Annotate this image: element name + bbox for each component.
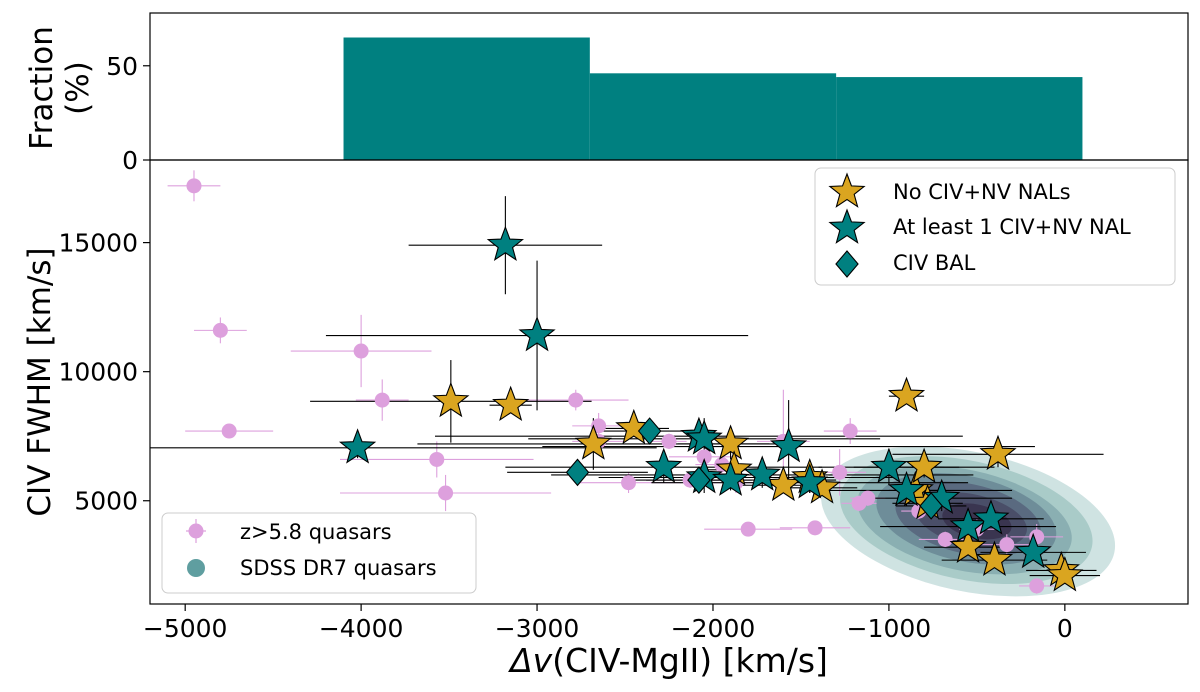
histogram-bars: [343, 37, 1083, 160]
bal-diamond-point: [637, 417, 662, 445]
nal-star-point: [743, 455, 781, 491]
xtick-label: −4000: [319, 614, 404, 643]
scatter-panel: −5000 −4000 −3000 −2000 −1000 0 5000 10000 1500…: [22, 159, 1189, 680]
ytick-label: 15000: [58, 229, 138, 258]
highz-quasar-point: [212, 322, 228, 338]
data-markers: [186, 178, 1084, 594]
no-nal-star-point: [905, 447, 943, 484]
no-nal-star-point: [975, 540, 1014, 576]
no-nal-star-point: [711, 424, 750, 460]
histogram-bar-1: [589, 73, 837, 160]
legend-bottom-left-box: [161, 512, 477, 594]
legend-no-nal-label: No CIV+NV NALs: [893, 180, 1071, 204]
histogram-ylabel-line1: Fraction: [24, 26, 60, 150]
highz-quasar-point: [374, 392, 390, 408]
highz-quasar-point: [937, 531, 953, 547]
highz-quasar-point: [438, 485, 454, 501]
histogram-bar-0: [343, 37, 590, 160]
no-nal-star-point: [1046, 556, 1084, 592]
legend-nal-label: At least 1 CIV+NV NAL: [893, 215, 1131, 239]
histogram-panel: 0 50 Fraction (%): [24, 12, 1189, 175]
highz-quasar-point: [1029, 578, 1045, 594]
legend-bal-label: CIV BAL: [893, 251, 976, 275]
bal-diamond-point: [565, 458, 590, 487]
ytick-label: 10000: [58, 358, 138, 387]
nal-star-point: [645, 447, 683, 484]
highz-quasar-point: [186, 178, 202, 194]
nal-star-point: [338, 428, 377, 464]
y-ticks: 5000 10000 15000: [58, 229, 150, 516]
legend-top-right-markers: [828, 172, 866, 278]
legend-bal-diamond: [835, 250, 859, 278]
bal-diamond-point: [687, 466, 711, 494]
highz-quasar-point: [696, 449, 712, 465]
highz-quasar-point: [832, 464, 848, 480]
highz-quasar-point: [999, 537, 1015, 553]
histogram-y-ticks: 0 50: [106, 52, 150, 175]
nal-star-point: [486, 225, 524, 262]
no-nal-star-point: [887, 376, 926, 413]
histogram-ylabel-line2: (%): [60, 61, 96, 115]
no-nal-star-point: [574, 424, 612, 460]
xtick-label: −3000: [495, 614, 580, 643]
y-axis-label: CIV FWHM [km/s]: [22, 247, 58, 516]
highz-quasar-point: [661, 433, 677, 449]
nal-star-point: [1014, 532, 1052, 569]
highz-quasar-point: [429, 451, 445, 467]
nal-star-point: [870, 447, 908, 484]
scatter-frame: [149, 159, 1189, 605]
highz-quasar-point: [621, 475, 637, 491]
histogram-ytick-label: 50: [106, 52, 138, 81]
nal-star-point: [685, 419, 723, 455]
legend-bottom-left-markers: [186, 519, 206, 577]
legend-no-nal-star: [828, 172, 866, 208]
legend-highz-dot: [188, 523, 204, 539]
nal-star-point: [518, 315, 556, 352]
x-ticks: −5000 −4000 −3000 −2000 −1000 0: [143, 604, 1073, 643]
highz-quasar-point: [842, 423, 858, 439]
no-nal-star-point: [949, 527, 987, 564]
no-nal-star-point: [979, 434, 1017, 471]
legend-sdss-dot: [187, 559, 205, 577]
xtick-label: −5000: [143, 614, 228, 643]
nal-star-point: [711, 460, 750, 496]
histogram-ytick-label: 0: [122, 146, 138, 175]
legend-bottom-left: z>5.8 quasars SDSS DR7 quasars: [161, 512, 477, 594]
xtick-label: −2000: [671, 614, 756, 643]
histogram-bar-2: [836, 77, 1083, 160]
x-axis-label-italic: Δv: [507, 641, 553, 680]
highz-quasar-point: [568, 392, 584, 408]
no-nal-star-point: [492, 385, 530, 422]
nal-star-point: [791, 463, 829, 499]
ytick-label: 5000: [74, 487, 138, 516]
highz-quasar-point: [807, 520, 823, 536]
nal-star-point: [887, 470, 926, 507]
no-nal-star-point: [432, 381, 470, 418]
x-axis-label: Δv(CIV-MgII) [km/s]: [507, 641, 828, 680]
nal-star-point: [972, 499, 1010, 535]
xtick-label: −1000: [847, 614, 932, 643]
x-axis-label-rest: (CIV-MgII) [km/s]: [552, 641, 828, 680]
legend-highz-label: z>5.8 quasars: [240, 520, 392, 544]
xtick-label: 0: [1057, 614, 1073, 643]
highz-quasar-point: [860, 490, 876, 506]
highz-quasar-point: [740, 521, 756, 537]
legend-top-right: No CIV+NV NALs At least 1 CIV+NV NAL CIV…: [814, 167, 1176, 286]
highz-quasar-point: [221, 423, 237, 439]
bal-diamond-point: [919, 492, 943, 520]
legend-top-right-box: [814, 167, 1176, 286]
legend-sdss-label: SDSS DR7 quasars: [240, 556, 437, 580]
nal-star-point: [770, 426, 808, 463]
nal-star-point: [949, 506, 987, 543]
legend-nal-star: [828, 208, 866, 244]
highz-quasar-point: [353, 343, 369, 359]
